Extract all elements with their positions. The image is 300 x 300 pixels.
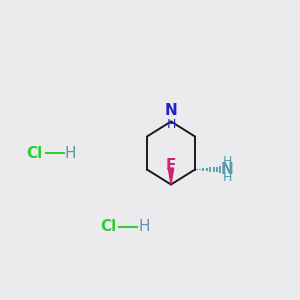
- Text: Cl: Cl: [26, 146, 43, 160]
- Text: H: H: [223, 154, 232, 168]
- Text: H: H: [166, 118, 176, 131]
- Text: H: H: [223, 171, 232, 184]
- Polygon shape: [168, 168, 174, 184]
- Text: F: F: [166, 158, 176, 172]
- Text: N: N: [165, 103, 177, 118]
- Text: H: H: [65, 146, 76, 160]
- Text: Cl: Cl: [100, 219, 116, 234]
- Text: N: N: [220, 162, 233, 177]
- Text: H: H: [138, 219, 150, 234]
